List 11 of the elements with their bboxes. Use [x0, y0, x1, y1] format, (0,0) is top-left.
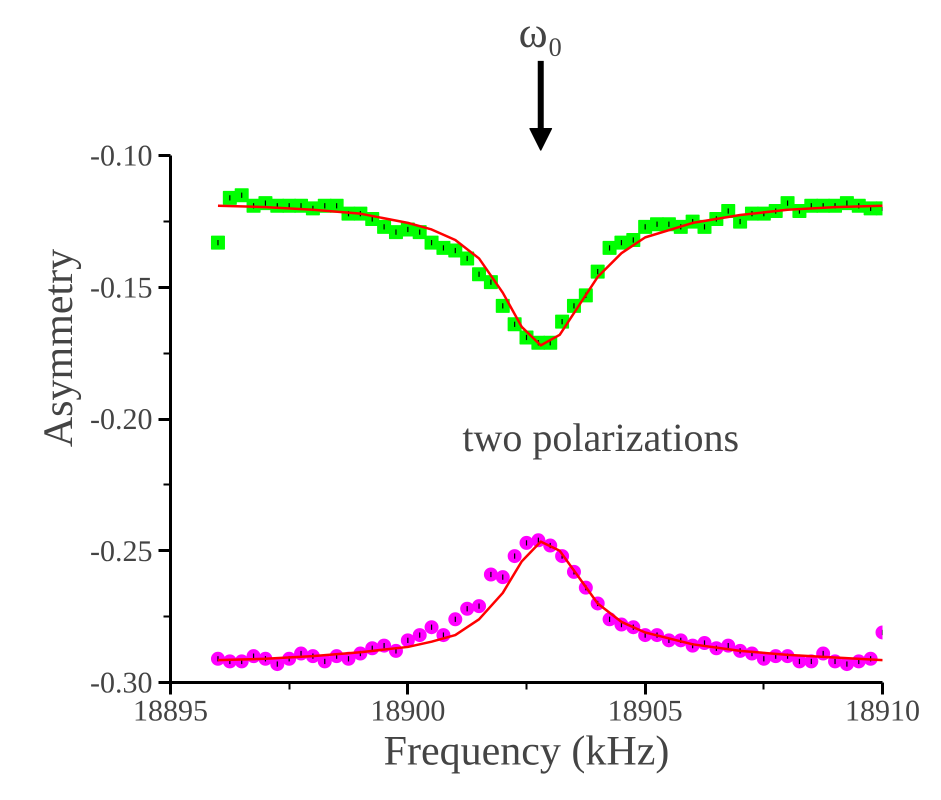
y-tick-label: -0.15: [90, 271, 153, 304]
x-axis-title: Frequency (kHz): [384, 728, 670, 774]
y-tick-label: -0.20: [90, 403, 153, 436]
y-axis-title: Asymmetry: [36, 248, 82, 448]
y-tick-label: -0.10: [90, 140, 153, 173]
x-tick-label: 18900: [370, 694, 446, 728]
x-tick-label: 18905: [608, 694, 683, 728]
x-tick-label: 18910: [845, 694, 920, 728]
y-tick-label: -0.25: [90, 534, 153, 568]
text: ω₀: [518, 8, 563, 57]
annotation: two polarizations: [462, 415, 740, 460]
